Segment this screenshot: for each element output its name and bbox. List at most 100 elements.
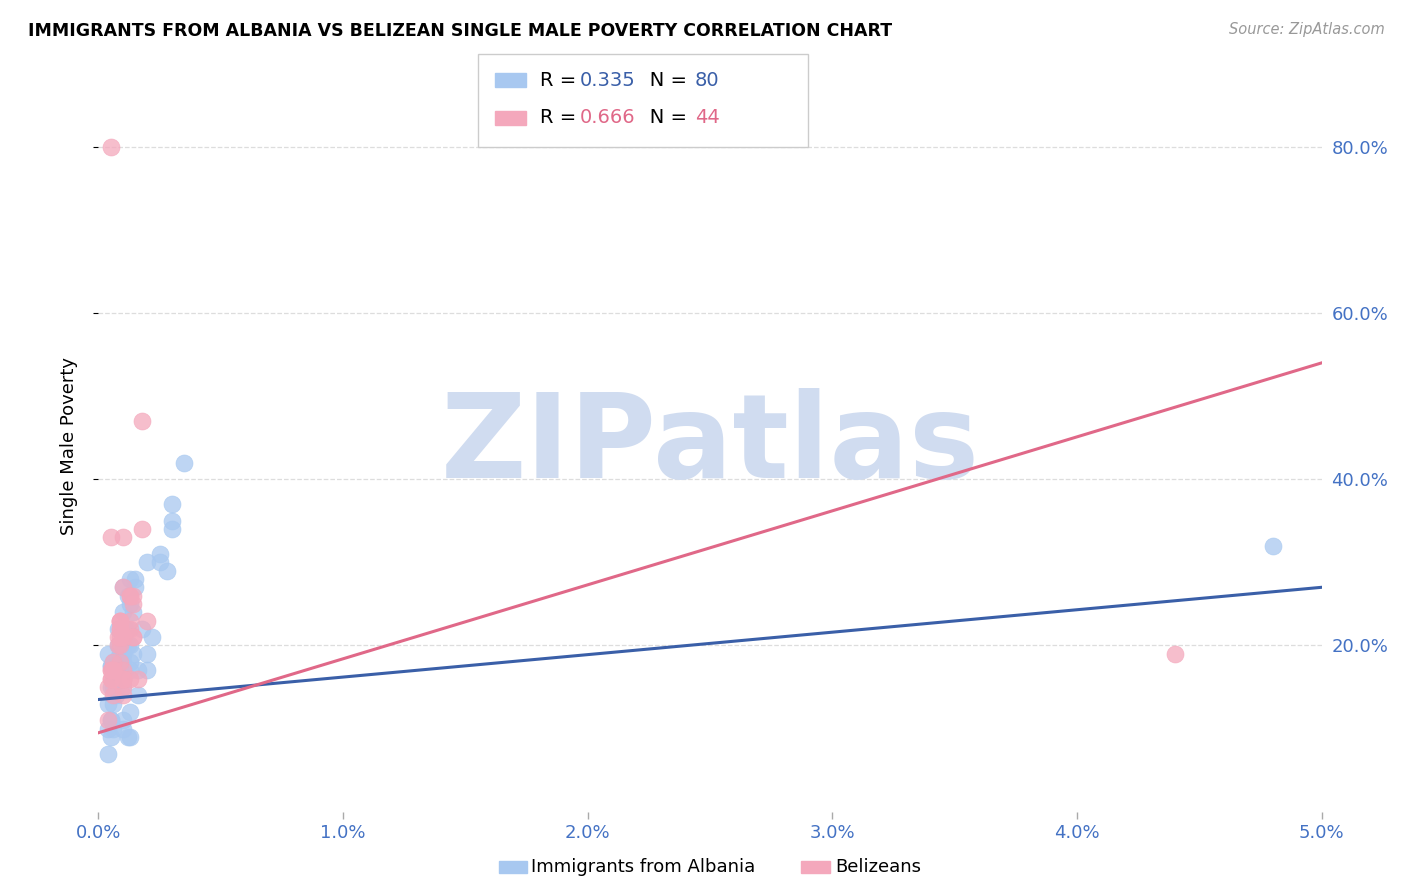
Point <box>104 672 127 686</box>
Point <box>100 714 122 728</box>
Point <box>107 667 129 681</box>
Point <box>120 589 142 603</box>
Point <box>121 630 143 644</box>
Point <box>111 689 134 703</box>
Point <box>97 647 120 661</box>
Point <box>120 639 142 653</box>
Point <box>111 664 134 678</box>
Point <box>100 730 122 744</box>
Point <box>100 714 122 728</box>
Text: Source: ZipAtlas.com: Source: ZipAtlas.com <box>1229 22 1385 37</box>
Point <box>101 672 124 686</box>
Point <box>97 747 120 761</box>
Point <box>111 622 134 636</box>
Point <box>97 697 120 711</box>
Point <box>120 622 142 636</box>
Point <box>120 589 142 603</box>
Point <box>111 605 134 619</box>
Point <box>127 689 149 703</box>
Point <box>111 672 134 686</box>
Point <box>111 680 134 694</box>
Point <box>101 697 124 711</box>
Point <box>131 414 153 428</box>
Point <box>110 664 132 678</box>
Point <box>101 689 124 703</box>
Point <box>110 622 132 636</box>
Point <box>100 680 122 694</box>
Point <box>107 630 129 644</box>
Point <box>120 705 142 719</box>
Point <box>111 630 134 644</box>
Point <box>117 589 139 603</box>
Point <box>111 722 134 736</box>
Point <box>110 664 132 678</box>
Point <box>100 659 122 673</box>
Text: IMMIGRANTS FROM ALBANIA VS BELIZEAN SINGLE MALE POVERTY CORRELATION CHART: IMMIGRANTS FROM ALBANIA VS BELIZEAN SING… <box>28 22 893 40</box>
Text: ZIPatlas: ZIPatlas <box>440 389 980 503</box>
Point <box>107 659 129 673</box>
Point <box>110 639 132 653</box>
Point <box>120 664 142 678</box>
Point <box>101 664 124 678</box>
Point <box>100 672 122 686</box>
Point <box>114 622 136 636</box>
Point <box>100 664 122 678</box>
Point <box>107 622 129 636</box>
Point <box>1164 647 1187 661</box>
Point <box>111 580 134 594</box>
Text: 0.666: 0.666 <box>579 108 636 128</box>
Point <box>101 667 124 681</box>
Point <box>107 639 129 653</box>
Point <box>136 647 159 661</box>
Point <box>110 647 132 661</box>
Point <box>160 514 183 528</box>
Point <box>120 597 142 611</box>
Point <box>110 647 132 661</box>
Point <box>120 672 142 686</box>
Point <box>136 614 159 628</box>
Point <box>100 659 122 673</box>
Point <box>101 722 124 736</box>
Point <box>104 664 127 678</box>
Point <box>117 730 139 744</box>
Text: N =: N = <box>631 70 693 90</box>
Text: 0.335: 0.335 <box>579 70 636 90</box>
Point <box>111 580 134 594</box>
Point <box>120 614 142 628</box>
Point <box>100 672 122 686</box>
Point <box>97 722 120 736</box>
Point <box>101 664 124 678</box>
Point <box>127 664 149 678</box>
Point <box>107 664 129 678</box>
Point <box>110 639 132 653</box>
Point <box>111 672 134 686</box>
Point <box>104 689 127 703</box>
Point <box>111 714 134 728</box>
Point <box>111 672 134 686</box>
Point <box>110 622 132 636</box>
Point <box>110 655 132 669</box>
Point <box>111 530 134 544</box>
Point <box>124 572 146 586</box>
Point <box>117 639 139 653</box>
Point <box>124 580 146 594</box>
Point <box>111 630 134 644</box>
Point <box>107 639 129 653</box>
Point <box>110 672 132 686</box>
Point <box>121 647 143 661</box>
Point <box>114 622 136 636</box>
Point <box>101 655 124 669</box>
Point <box>156 564 179 578</box>
Point <box>104 664 127 678</box>
Point <box>111 672 134 686</box>
Point <box>114 622 136 636</box>
Point <box>149 547 172 561</box>
Text: 80: 80 <box>695 70 720 90</box>
Point <box>97 714 120 728</box>
Text: Immigrants from Albania: Immigrants from Albania <box>531 858 755 876</box>
Y-axis label: Single Male Poverty: Single Male Poverty <box>59 357 77 535</box>
Point <box>120 655 142 669</box>
Point <box>111 647 134 661</box>
Point <box>120 730 142 744</box>
Point <box>117 622 139 636</box>
